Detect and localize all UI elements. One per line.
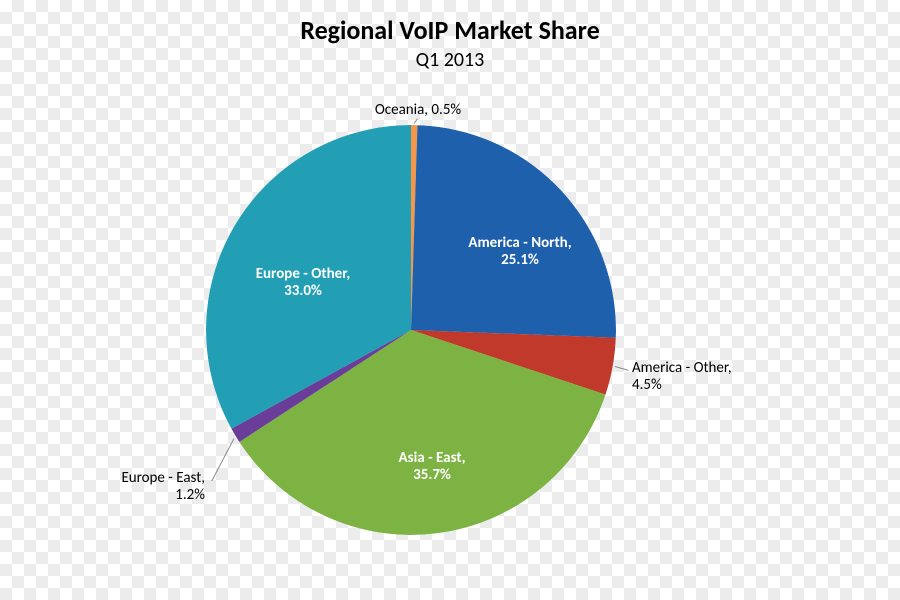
slice-label-outside: Oceania, 0.5% <box>375 102 461 119</box>
slice-label-inside: Europe - Other,33.0% <box>256 266 351 301</box>
chart-subtitle: Q1 2013 <box>0 48 900 72</box>
slice-label-outside: America - Other,4.5% <box>632 360 732 395</box>
chart-title: Regional VoIP Market Share <box>0 14 900 46</box>
chart-stage: Regional VoIP Market Share Q1 2013 Ocean… <box>0 0 900 600</box>
slice-label-inside: America - North,25.1% <box>468 235 571 270</box>
slice-label-inside: Asia - East,35.7% <box>399 450 466 485</box>
slice-label-outside: Europe - East,1.2% <box>121 470 205 505</box>
pie-slice <box>411 125 616 338</box>
leader-line <box>615 366 628 371</box>
